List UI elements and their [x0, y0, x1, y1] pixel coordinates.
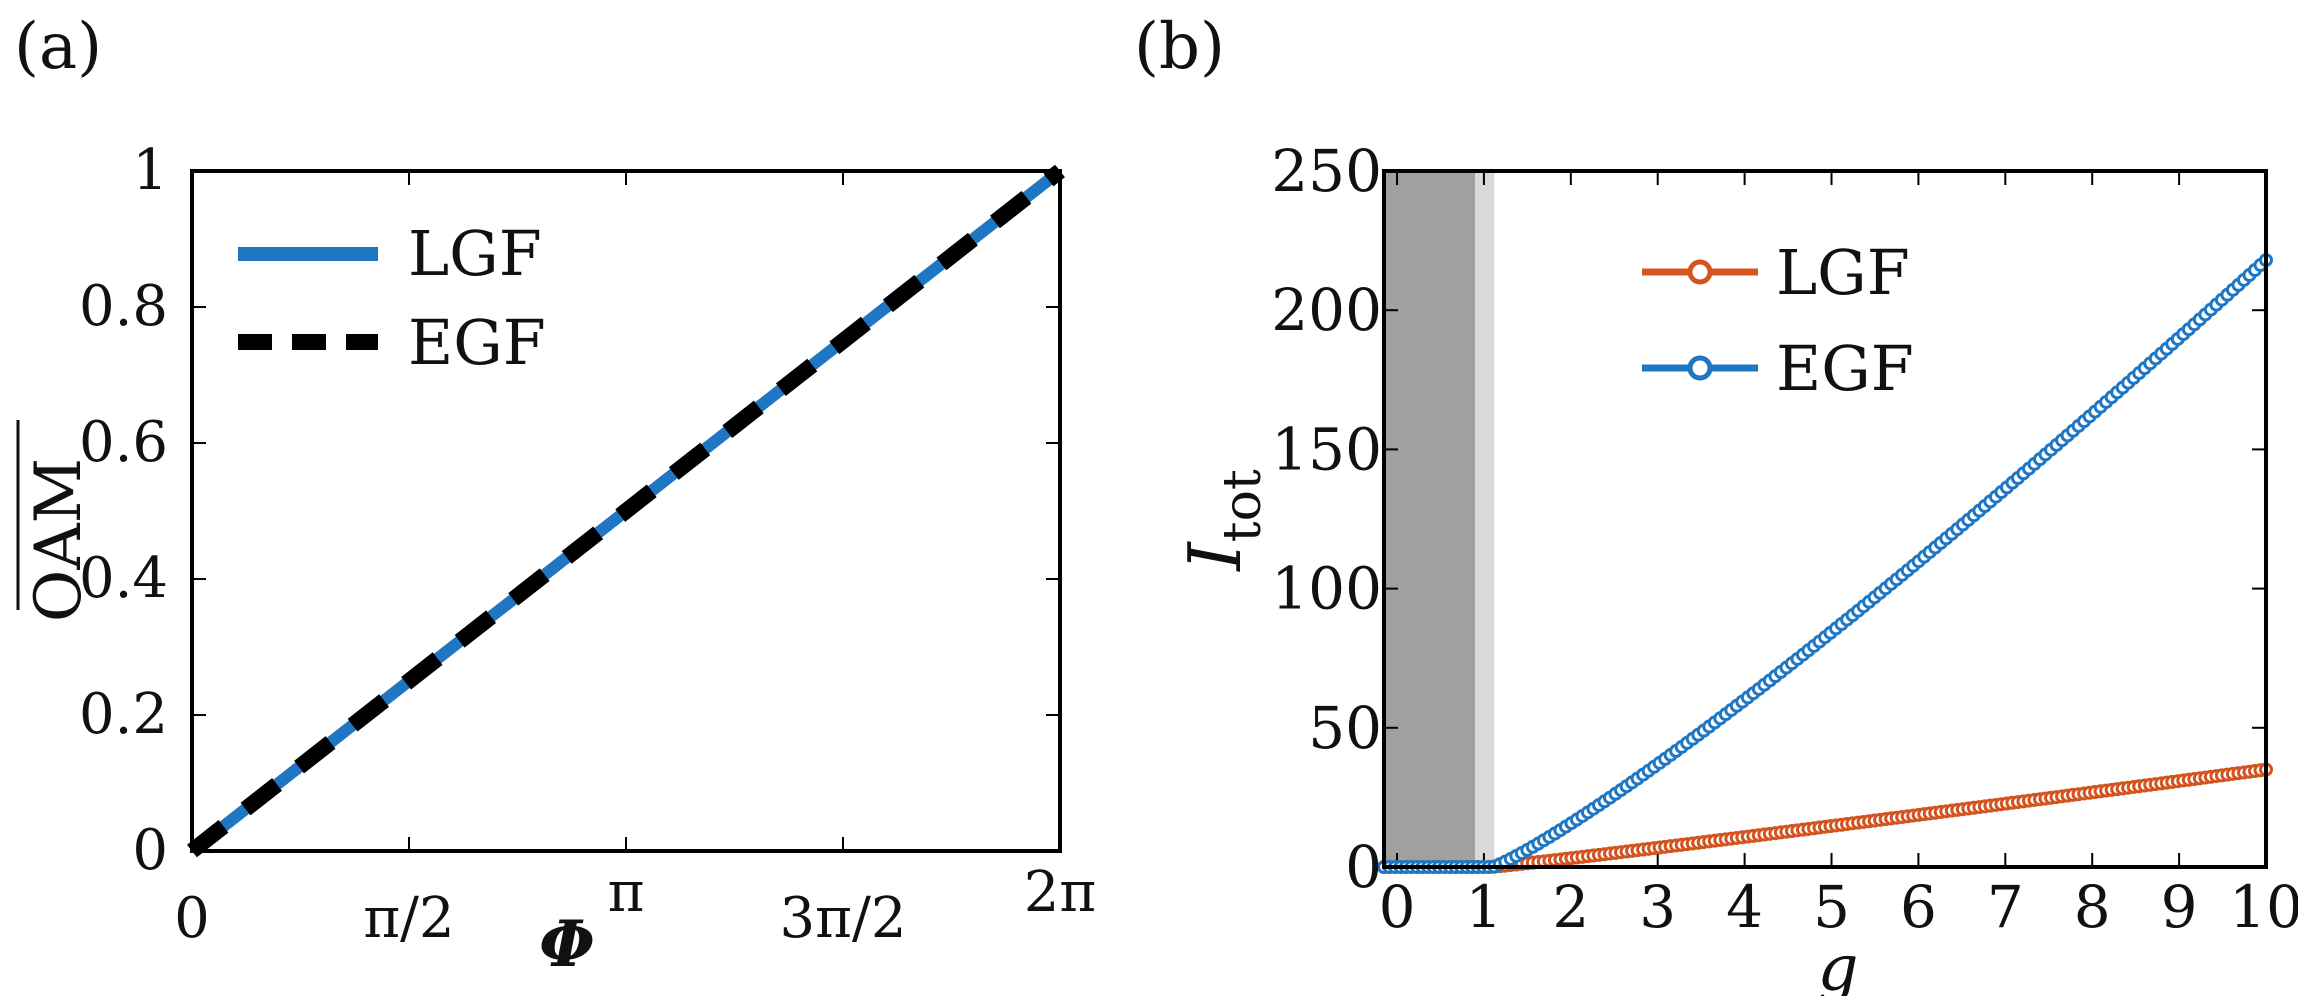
chart-b-xlabel: g [1818, 932, 1859, 996]
chart-b-xtick-label: 9 [2161, 873, 2198, 941]
chart-a-ytick-label: 0 [132, 818, 168, 883]
chart-a-xtick-label: 3π/2 [780, 886, 907, 951]
chart-b-ytick-label: 100 [1271, 555, 1382, 623]
svg-text:Itot: Itot [1173, 469, 1273, 573]
chart-a-xtick-label: 2π [1024, 860, 1096, 925]
chart-b-frame [1382, 169, 2268, 869]
chart-b-xtick-label: 3 [1639, 873, 1676, 941]
chart-b-shaded-region [1384, 171, 1476, 867]
legend-b-lgf-label: LGF [1776, 236, 1910, 309]
chart-a-ytick-label: 0.2 [79, 682, 168, 747]
chart-b-ytick-label: 0 [1345, 833, 1382, 901]
chart-b-ylabel-sub: tot [1213, 469, 1273, 542]
chart-b-xtick-label: 6 [1900, 873, 1937, 941]
chart-b-xtick-label: 5 [1813, 873, 1850, 941]
legend-a-egf-label: EGF [408, 306, 546, 379]
chart-b-ytick-label: 250 [1271, 137, 1382, 205]
chart-b-xtick-label: 0 [1379, 873, 1416, 941]
chart-a-ytick-label: 0.4 [79, 546, 168, 611]
chart-b-xtick-label: 1 [1465, 873, 1502, 941]
chart-a-xlabel: Φ [539, 907, 595, 982]
chart-a-xtick-label: 0 [174, 886, 210, 951]
chart-b-legend: LGF EGF [1642, 236, 1914, 405]
chart-a: 0 π/2 π 3π/2 2π 0 0.2 0.4 0.6 0.8 1 LGF EGF Φ OAM [16, 138, 1096, 982]
chart-a-xtick-label: π/2 [363, 886, 454, 951]
chart-b-series-layer [1377, 253, 2273, 874]
chart-b-xtick-label: 7 [1987, 873, 2024, 941]
chart-a-frame [190, 169, 1062, 853]
chart-b-ytick-label: 150 [1271, 415, 1382, 483]
panel-a-label: (a) [14, 10, 102, 84]
chart-a-ylabel: OAM [22, 458, 96, 622]
chart-a-series-egf [187, 164, 1065, 858]
chart-a-legend: LGF EGF [238, 217, 546, 379]
chart-a-ylabel-group: OAM [16, 420, 96, 622]
legend-a-lgf-label: LGF [408, 217, 542, 290]
chart-b-xtick-label: 8 [2074, 873, 2111, 941]
chart-a-xtick-label: π [608, 860, 645, 925]
chart-a-ytick-label: 0.8 [79, 274, 168, 339]
chart-b-shaded-regions [1384, 171, 1495, 867]
chart-b-ytick-label: 200 [1271, 276, 1382, 344]
chart-b-shaded-region [1475, 171, 1495, 867]
chart-b-xtick-label: 4 [1726, 873, 1763, 941]
chart-a-series-layer [187, 164, 1065, 858]
panel-b-label: (b) [1134, 10, 1225, 84]
chart-b-ytick-label: 50 [1308, 694, 1382, 762]
legend-b-egf-marker [1687, 355, 1713, 381]
legend-b-lgf-marker [1687, 259, 1713, 285]
chart-b-ylabel: I [1173, 541, 1257, 573]
chart-b-xtick-label: 2 [1552, 873, 1589, 941]
chart-a-ytick-label: 1 [132, 138, 168, 203]
chart-a-tick-labels: 0 π/2 π 3π/2 2π 0 0.2 0.4 0.6 0.8 1 [79, 138, 1096, 951]
chart-b-xtick-label: 10 [2229, 873, 2298, 941]
chart-b-ylabel-group: Itot [1173, 469, 1273, 573]
chart-a-ytick-label: 0.6 [79, 410, 168, 475]
legend-b-egf-label: EGF [1776, 332, 1914, 405]
